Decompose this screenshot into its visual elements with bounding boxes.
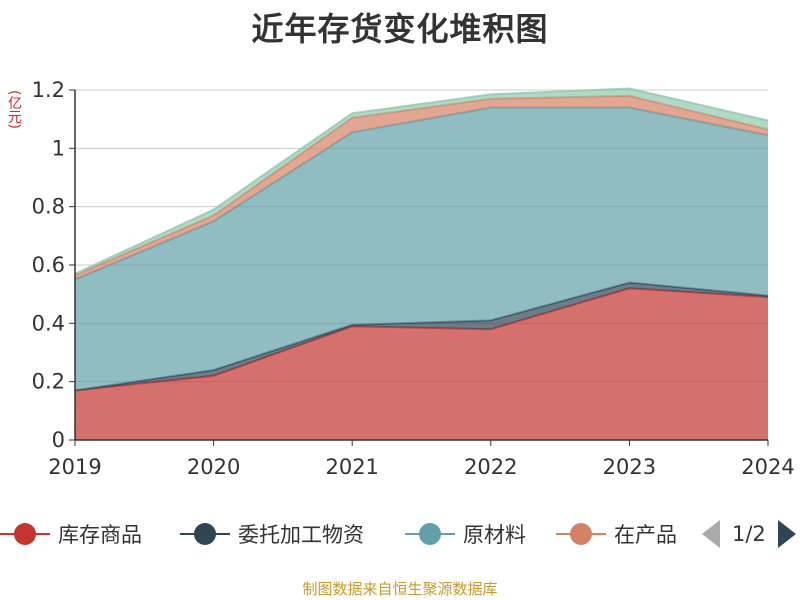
legend-prev-arrow-icon[interactable] bbox=[702, 520, 720, 548]
area-series-4[interactable] bbox=[75, 88, 768, 276]
legend-item-1[interactable]: 委托加工物资 bbox=[180, 514, 364, 554]
legend-label: 在产品 bbox=[614, 523, 677, 547]
legend-items: 库存商品 委托加工物资 原材料 在产品 bbox=[0, 514, 692, 554]
area-series-3[interactable] bbox=[75, 95, 768, 280]
area-series-line-4 bbox=[74, 87, 769, 275]
legend-marker-icon bbox=[405, 514, 455, 554]
chart-title: 近年存货变化堆积图 bbox=[251, 10, 549, 48]
legend-pager: 1/2 bbox=[702, 514, 796, 554]
legend-next-arrow-icon[interactable] bbox=[777, 520, 796, 548]
y-tick-label: 0.8 bbox=[32, 195, 65, 219]
legend-page-indicator: 1/2 bbox=[732, 522, 766, 546]
legend-label: 原材料 bbox=[463, 523, 526, 547]
x-tick-label: 2019 bbox=[48, 455, 101, 479]
y-tick-label: 0.2 bbox=[32, 370, 65, 394]
x-tick-label: 2023 bbox=[603, 455, 656, 479]
legend-label: 委托加工物资 bbox=[238, 523, 364, 547]
legend-item-2[interactable]: 原材料 bbox=[405, 514, 526, 554]
area-series-1[interactable] bbox=[75, 282, 768, 391]
data-source-note: 制图数据来自恒生聚源数据库 bbox=[302, 580, 498, 598]
area-series-2[interactable] bbox=[75, 107, 768, 391]
area-series-0[interactable] bbox=[75, 288, 768, 440]
legend-marker-icon bbox=[180, 514, 230, 554]
x-tick-label: 2020 bbox=[187, 455, 240, 479]
area-series bbox=[74, 87, 769, 440]
x-tick-label: 2022 bbox=[464, 455, 517, 479]
legend-marker-icon bbox=[556, 514, 606, 554]
axes: 0 0.2 0.4 0.6 0.8 1 1.2 2019 2020 2021 2022 2023 202… bbox=[32, 78, 795, 479]
legend-item-3[interactable]: 在产品 bbox=[556, 514, 677, 554]
y-tick-label: 1.2 bbox=[32, 78, 65, 102]
legend: 库存商品 委托加工物资 原材料 在产品 1/2 bbox=[0, 514, 800, 554]
y-tick-label: 0.4 bbox=[32, 311, 65, 335]
legend-marker-icon bbox=[0, 514, 50, 554]
legend-item-0[interactable]: 库存商品 bbox=[0, 514, 142, 554]
legend-label: 库存商品 bbox=[58, 523, 142, 547]
y-tick-label: 0 bbox=[52, 428, 65, 452]
y-axis-unit-label: (亿元) bbox=[6, 90, 22, 129]
y-tick-label: 1 bbox=[52, 136, 65, 160]
x-tick-label: 2021 bbox=[325, 455, 378, 479]
y-tick-label: 0.6 bbox=[32, 253, 65, 277]
x-tick-label: 2024 bbox=[741, 455, 794, 479]
